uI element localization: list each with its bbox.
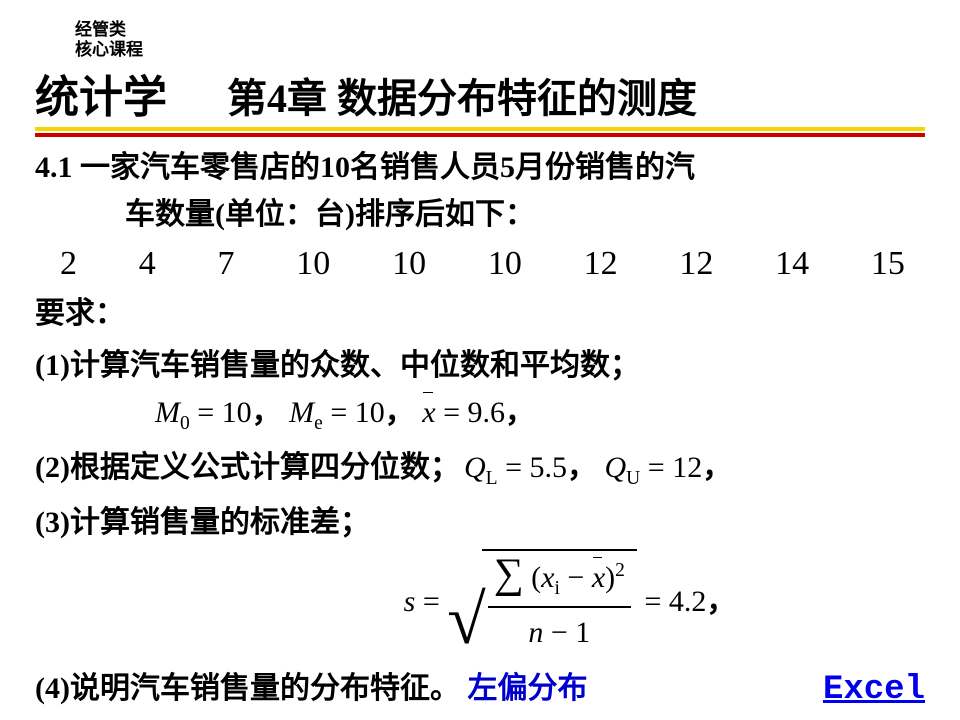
- radical-icon: √: [447, 586, 485, 656]
- sd-val: 4.2: [669, 579, 707, 626]
- data-v5: 10: [488, 238, 522, 291]
- subject-name: 统计学: [35, 61, 167, 125]
- data-v4: 10: [392, 238, 426, 291]
- divider-rules: [35, 127, 925, 137]
- q4-text: (4)说明汽车销售量的分布特征。: [35, 672, 460, 705]
- problem-stem-line2: 车数量(单位：台)排序后如下：: [35, 192, 925, 239]
- q4-answer: 左偏分布: [467, 672, 587, 705]
- q4-row: (4)说明汽车销售量的分布特征。 左偏分布 Excel: [35, 664, 925, 717]
- ql-sym: Q: [464, 451, 486, 484]
- q1-text: (1)计算汽车销售量的众数、中位数和平均数；: [35, 343, 925, 390]
- data-values-row: 2 4 7 10 10 10 12 12 14 15: [35, 238, 925, 291]
- title-row: 统计学 第4章 数据分布特征的测度: [35, 61, 925, 125]
- data-v0: 2: [60, 238, 77, 291]
- ql-sub: L: [486, 468, 498, 489]
- q2-answer-formula: QL = 5.5， QU = 12，: [464, 445, 732, 494]
- slide-header: 经管类 核心课程 统计学 第4章 数据分布特征的测度: [35, 20, 925, 125]
- xbar-sym: x: [422, 390, 435, 437]
- content-area: 4.1 一家汽车零售店的10名销售人员5月份销售的汽 车数量(单位：台)排序后如…: [35, 145, 925, 717]
- data-v6: 12: [584, 238, 618, 291]
- rule-red: [35, 133, 925, 137]
- course-label-line2: 核心课程: [75, 40, 143, 59]
- me-val: 10: [355, 396, 385, 429]
- m0-sym: M: [155, 396, 180, 429]
- data-v2: 7: [218, 238, 235, 291]
- fraction: ∑ (xi − x)2 n − 1: [488, 553, 631, 657]
- q2-row: (2)根据定义公式计算四分位数； QL = 5.5， QU = 12，: [35, 445, 925, 494]
- data-v8: 14: [775, 238, 809, 291]
- problem-stem-line1: 4.1 一家汽车零售店的10名销售人员5月份销售的汽: [35, 145, 925, 192]
- q1-answer-formula: M0 = 10， Me = 10， x = 9.6，: [35, 390, 925, 439]
- requirements-label: 要求：: [35, 291, 925, 338]
- course-label: 经管类 核心课程: [75, 20, 925, 61]
- m0-val: 10: [222, 396, 252, 429]
- me-sym: M: [289, 396, 314, 429]
- s-sym: s: [404, 579, 416, 626]
- q3-text: (3)计算销售量的标准差；: [35, 500, 925, 547]
- data-v9: 15: [871, 238, 905, 291]
- qu-sym: Q: [605, 451, 627, 484]
- data-v3: 10: [296, 238, 330, 291]
- qu-val: 12: [672, 451, 702, 484]
- rule-yellow: [35, 127, 925, 131]
- xbar-val: 9.6: [468, 396, 506, 429]
- sigma-icon: ∑: [494, 551, 524, 597]
- chapter-title: 第4章 数据分布特征的测度: [227, 66, 697, 124]
- data-v7: 12: [679, 238, 713, 291]
- excel-link[interactable]: Excel: [823, 664, 925, 717]
- q2-text: (2)根据定义公式计算四分位数；: [35, 445, 460, 492]
- course-label-line1: 经管类: [75, 20, 126, 39]
- sqrt-expression: √ ∑ (xi − x)2 n − 1: [447, 549, 637, 657]
- qu-sub: U: [626, 468, 640, 489]
- q3-answer-formula: s = √ ∑ (xi − x)2 n − 1 = 4.2，: [215, 549, 925, 657]
- ql-val: 5.5: [530, 451, 568, 484]
- me-sub: e: [314, 413, 323, 434]
- m0-sub: 0: [180, 413, 190, 434]
- data-v1: 4: [139, 238, 156, 291]
